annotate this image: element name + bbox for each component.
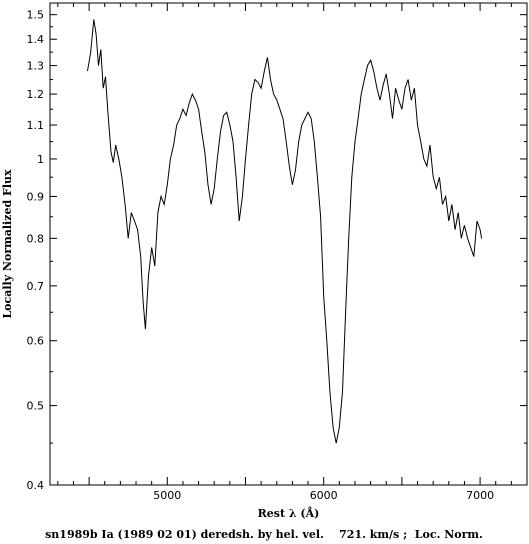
x-tick-label: 6000 xyxy=(310,489,338,502)
y-tick-label: 1.2 xyxy=(27,88,45,101)
tick-labels: 5000 6000 7000 0.4 0.5 0.6 0.7 0.8 0.9 1 1.1 1.2 1.3… xyxy=(27,9,495,502)
y-tick-label: 1.5 xyxy=(27,9,45,22)
spectrum-line xyxy=(87,19,483,444)
tick-marks xyxy=(50,3,528,486)
y-tick-label: 1.3 xyxy=(27,60,45,73)
x-tick-label: 5000 xyxy=(153,489,181,502)
y-tick-label: 1.1 xyxy=(27,119,45,132)
chart-caption: sn1989b Ia (1989 02 01) deredsh. by hel.… xyxy=(45,528,483,541)
y-tick-label: 0.6 xyxy=(27,335,45,348)
x-tick-label: 7000 xyxy=(466,489,494,502)
y-axis-title: Locally Normalized Flux xyxy=(1,169,14,319)
y-tick-label: 0.4 xyxy=(27,479,45,492)
y-tick-label: 0.9 xyxy=(27,190,45,203)
y-tick-label: 1 xyxy=(37,153,44,166)
y-tick-label: 1.4 xyxy=(27,33,45,46)
x-axis-title: Rest λ (Å) xyxy=(258,506,320,520)
y-tick-label: 0.7 xyxy=(27,280,45,293)
plot-frame xyxy=(49,2,528,486)
y-tick-label: 0.8 xyxy=(27,232,45,245)
y-tick-label: 0.5 xyxy=(27,400,45,413)
